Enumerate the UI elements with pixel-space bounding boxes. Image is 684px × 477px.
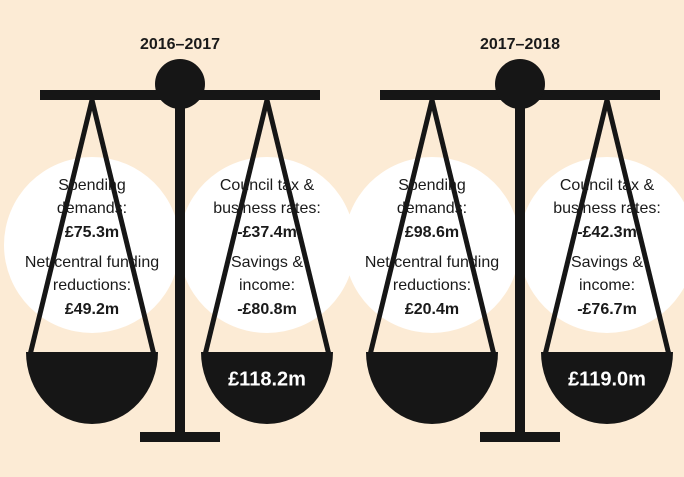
item-label: demands: [57, 200, 127, 217]
item-label: Savings & [571, 254, 643, 271]
pan [26, 352, 158, 424]
knob [495, 59, 545, 109]
pole [175, 95, 185, 440]
item-label: Council tax & [220, 177, 315, 194]
base [480, 432, 560, 442]
item-value: £98.6m [405, 224, 459, 241]
pan [366, 352, 498, 424]
item-label: reductions: [53, 277, 131, 294]
item-label: business rates: [213, 200, 321, 217]
total: £119.0m [568, 368, 646, 390]
item-label: Spending [398, 177, 466, 194]
item-value: -£76.7m [577, 301, 637, 318]
pole [515, 95, 525, 440]
total: £118.2m [228, 368, 306, 390]
item-label: reductions: [393, 277, 471, 294]
panel-title: 2016–2017 [140, 36, 220, 53]
item-label: demands: [397, 200, 467, 217]
item-label: income: [239, 277, 295, 294]
item-value: -£37.4m [237, 224, 297, 241]
item-value: £49.2m [65, 301, 119, 318]
item-label: Council tax & [560, 177, 655, 194]
item-label: Net central funding [25, 254, 159, 271]
item-value: -£42.3m [577, 224, 637, 241]
item-value: -£80.8m [237, 301, 297, 318]
item-label: income: [579, 277, 635, 294]
knob [155, 59, 205, 109]
panel-title: 2017–2018 [480, 36, 560, 53]
item-label: business rates: [553, 200, 661, 217]
item-label: Net central funding [365, 254, 499, 271]
infographic: 2016–2017 Spending demands: £75.3m Net centr… [0, 0, 684, 477]
item-value: £75.3m [65, 224, 119, 241]
base [140, 432, 220, 442]
item-value: £20.4m [405, 301, 459, 318]
item-label: Spending [58, 177, 126, 194]
item-label: Savings & [231, 254, 303, 271]
